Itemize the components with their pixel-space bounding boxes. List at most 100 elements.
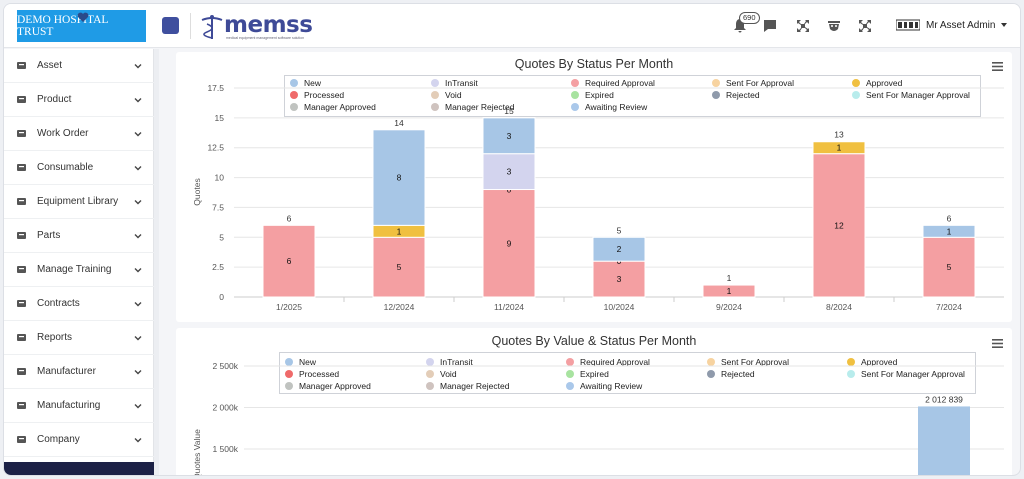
legend-item[interactable]: Expired [566,369,609,379]
sidebar-item-label: Company [37,434,80,445]
legend-item[interactable]: Awaiting Review [566,381,642,391]
bar-segment[interactable] [482,189,536,298]
legend-label: InTransit [440,357,473,367]
legend-dot [290,91,298,99]
legend-label: Manager Rejected [440,381,510,391]
sidebar-item-consumable[interactable]: Consumable [4,151,154,185]
bar-segment[interactable] [922,224,976,238]
brand-logo[interactable]: memss medical equipment management softw… [200,12,313,42]
bar-segment[interactable] [372,129,426,226]
legend-label: Manager Approved [299,381,371,391]
legend-item[interactable]: Sent For Manager Approval [852,90,970,100]
mask-icon[interactable] [826,18,842,34]
bar-segment[interactable] [262,224,316,298]
legend-label: Approved [866,78,903,88]
legend-label: Expired [585,90,614,100]
chart-menu-icon[interactable] [992,62,1003,71]
chevron-down-icon[interactable] [134,300,142,308]
chevron-down-icon[interactable] [134,232,142,240]
user-menu[interactable]: Mr Asset Admin [926,20,996,31]
notification-count-badge: 690 [739,12,760,24]
legend-item[interactable]: Void [431,90,462,100]
legend-item[interactable]: Sent For Manager Approval [847,369,965,379]
bar-data-label: 1 [727,286,732,296]
legend-item[interactable]: Manager Approved [290,102,376,112]
sidebar-item-contracts[interactable]: Contracts [4,287,154,321]
legend-item[interactable]: Approved [852,78,902,88]
sidebar-item-asset[interactable]: Asset [4,49,154,83]
x-tick-label: 9/2024 [716,302,742,312]
bar-segment[interactable] [812,141,866,155]
user-avatar[interactable] [896,19,920,31]
legend-item[interactable]: New [290,78,321,88]
bar-segment[interactable] [592,236,646,262]
chat-icon[interactable] [762,18,778,34]
chevron-down-icon[interactable] [134,198,142,206]
sidebar-item-company[interactable]: Company [4,423,154,457]
sidebar-item-manufacturing[interactable]: Manufacturing [4,389,154,423]
legend-dot [852,79,860,87]
training-icon [17,266,26,273]
sidebar-item-work-order[interactable]: Work Order [4,117,154,151]
sidebar-item-manufacturer[interactable]: Manufacturer [4,355,154,389]
y-tick-label: 2.5 [212,262,224,272]
chevron-down-icon[interactable] [134,368,142,376]
legend-item[interactable]: Rejected [707,369,755,379]
legend-item[interactable]: Approved [847,357,897,367]
legend-item[interactable]: Manager Rejected [426,381,509,391]
chevron-down-icon[interactable] [134,62,142,70]
legend-label: Rejected [726,90,760,100]
legend-label: New [304,78,322,88]
chart-legend: New InTransit Required Approval Sent For Ap… [279,352,976,394]
legend-item[interactable]: InTransit [431,78,478,88]
legend-item[interactable]: New [285,357,316,367]
legend-item[interactable]: Expired [571,90,614,100]
bar-segment[interactable] [812,153,866,298]
sidebar-item-equipment-library[interactable]: Equipment Library [4,185,154,219]
bar-segment[interactable] [592,260,646,298]
bar-segment[interactable] [482,153,536,191]
legend-item[interactable]: Void [426,369,457,379]
x-tick-label: 12/2024 [384,302,415,312]
bar-segment[interactable] [482,117,536,155]
legend-item[interactable]: Required Approval [566,357,650,367]
y-axis-title: Quotes [192,178,202,205]
sidebar-item-reports[interactable]: Reports [4,321,154,355]
legend-item[interactable]: Required Approval [571,78,655,88]
bar-segment[interactable] [918,406,970,476]
hospital-logo[interactable]: DEMO HOSPITAL TRUST [17,10,146,42]
legend-item[interactable]: Processed [285,369,339,379]
chevron-down-icon[interactable] [134,402,142,410]
sidebar-scrollbar[interactable] [154,49,159,475]
legend-item[interactable]: Sent For Approval [712,78,794,88]
legend-item[interactable]: Manager Approved [285,381,371,391]
fullscreen-icon[interactable] [857,18,873,34]
sidebar-item-parts[interactable]: Parts [4,219,154,253]
sidebar-active-item[interactable] [4,462,154,475]
bar-total-label: 15 [504,106,514,116]
chart-menu-icon[interactable] [992,339,1003,348]
chevron-down-icon[interactable] [134,130,142,138]
expand-icon[interactable] [795,18,811,34]
chevron-down-icon[interactable] [134,96,142,104]
caret-down-icon[interactable] [1001,23,1007,27]
chevron-down-icon[interactable] [134,266,142,274]
legend-item[interactable]: InTransit [426,357,473,367]
legend-label: Sent For Manager Approval [861,369,965,379]
sidebar-item-product[interactable]: Product [4,83,154,117]
chevron-down-icon[interactable] [134,334,142,342]
legend-item[interactable]: Manager Rejected [431,102,514,112]
bar-segment[interactable] [702,284,756,298]
legend-item[interactable]: Awaiting Review [571,102,647,112]
y-tick-label: 0 [219,292,224,302]
menu-toggle-button[interactable] [162,17,179,34]
legend-item[interactable]: Sent For Approval [707,357,789,367]
sidebar-item-manage-training[interactable]: Manage Training [4,253,154,287]
legend-item[interactable]: Processed [290,90,344,100]
legend-item[interactable]: Rejected [712,90,760,100]
legend-label: Void [440,369,457,379]
chevron-down-icon[interactable] [134,164,142,172]
sidebar-item-label: Consumable [37,162,94,173]
chevron-down-icon[interactable] [134,436,142,444]
bar-segment[interactable] [922,236,976,298]
